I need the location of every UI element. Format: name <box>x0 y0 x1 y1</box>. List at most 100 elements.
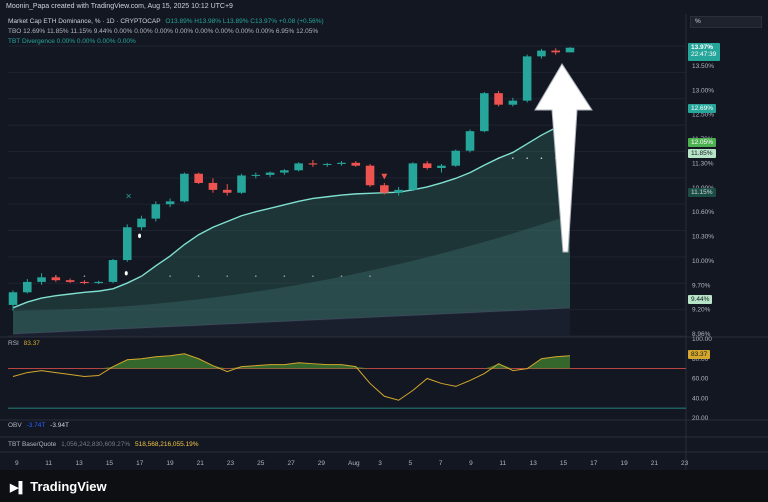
x-tick-label: 11 <box>45 460 52 467</box>
tbt-bq-legend: TBT Base/Quote 1,056,242,830,609.27% 518… <box>8 441 202 448</box>
candle-body <box>8 292 18 305</box>
candle-body <box>94 281 103 284</box>
level-dot <box>312 275 314 277</box>
level-dot <box>369 275 371 277</box>
y-tick-label: 11.30% <box>692 160 714 167</box>
y-tick-label: 9.70% <box>692 282 711 289</box>
legend-tbt: TBT Divergence 0.00% 0.00% 0.00% 0.00% <box>8 38 136 45</box>
x-tick-label: 15 <box>106 460 114 467</box>
candle-body <box>65 280 75 282</box>
x-tick-label: 13 <box>530 460 538 467</box>
rsi-legend: RSI 83.37 <box>8 340 43 347</box>
candle-body <box>451 150 461 166</box>
header-credit: Moonin_Papa created with TradingView.com… <box>6 3 233 10</box>
level-dot <box>226 275 229 277</box>
tbo-tag-4: 11.15% <box>688 188 716 197</box>
rsi-tick-label: 40.00 <box>692 395 709 402</box>
candle-body <box>465 131 475 151</box>
candle-body <box>322 163 332 165</box>
y-tick-label: 10.00% <box>692 258 714 265</box>
obv-legend: OBV -3.74T -3.94T <box>8 422 72 429</box>
rsi-overbought-fill <box>13 353 570 369</box>
rsi-tick-label: 80.00 <box>692 356 709 363</box>
level-dot <box>540 157 543 160</box>
x-tick-label: 23 <box>681 460 689 467</box>
y-tick-label: 9.20% <box>692 307 711 314</box>
x-tick-label: 7 <box>439 460 443 467</box>
last-price: 13.97% <box>691 44 714 51</box>
candle-body <box>308 163 318 165</box>
candle-body <box>437 165 446 168</box>
x-tick-label: 5 <box>409 460 413 467</box>
candle-body <box>280 170 289 173</box>
candle-body <box>522 56 532 101</box>
tbt-bq-value-1: 1,056,242,830,609.27% <box>61 441 131 448</box>
legend-symbol: Market Cap ETH Dominance, % · 1D · CRYPT… <box>8 18 161 25</box>
price-chart[interactable]: ×13.50%13.00%12.50%11.70%11.30%10.90%10.… <box>0 0 768 470</box>
candle-body <box>22 281 32 293</box>
candle-body <box>551 50 561 53</box>
rsi-tick-label: 60.00 <box>692 376 709 383</box>
level-dot <box>526 157 528 160</box>
candle-body <box>537 50 546 57</box>
tbo-band-fill-inner <box>13 215 570 335</box>
rsi-tag: 83.37 <box>688 350 711 359</box>
level-dot <box>83 275 86 277</box>
obv-value-1: -3.74T <box>26 422 46 429</box>
signal-cross-marker: × <box>125 191 132 200</box>
footer-bar: ▶▌ TradingView <box>0 470 768 502</box>
y-tick-label: 10.60% <box>692 209 714 216</box>
candle-body <box>351 162 361 166</box>
lower-band-fill <box>13 307 570 336</box>
annotation-arrow <box>534 63 593 253</box>
candle-body <box>508 100 518 105</box>
candle-body <box>165 201 175 205</box>
candle-body <box>265 172 275 175</box>
x-tick-label: Aug <box>348 460 360 467</box>
candle-body <box>122 227 132 261</box>
candle-body <box>565 47 575 53</box>
tradingview-logo[interactable]: ▶▌ TradingView <box>10 479 107 494</box>
candle-body <box>222 189 232 193</box>
tbo-tag-1: 12.69% <box>688 104 717 113</box>
level-dot <box>254 275 257 277</box>
tbo-tag-2: 12.05% <box>688 138 717 147</box>
y-tick-label: 12.50% <box>692 112 714 119</box>
x-tick-label: 9 <box>469 460 473 467</box>
candle-body <box>194 173 203 183</box>
tbt-bq-label: TBT Base/Quote <box>8 441 57 448</box>
x-tick-label: 25 <box>257 460 265 467</box>
candle-body <box>380 185 389 193</box>
percent-scale-box[interactable]: % <box>690 16 762 28</box>
signal-dot-marker <box>138 233 142 239</box>
x-tick-label: 21 <box>197 460 205 467</box>
candle-body <box>151 204 161 219</box>
last-price-tag: 13.97% 22:47:39 <box>688 43 720 61</box>
candle-body <box>180 173 189 202</box>
signal-dot-marker <box>124 271 128 276</box>
legend-tbo: TBO 12.69% 11.85% 11.15% 9.44% 0.00% 0.0… <box>8 28 319 35</box>
level-dot <box>283 275 286 277</box>
y-tick-label: 13.00% <box>692 87 714 94</box>
candle-body <box>422 163 432 168</box>
obv-label: OBV <box>8 422 22 429</box>
tbo-tag-5: 9.44% <box>688 295 713 304</box>
candle-body <box>294 163 303 171</box>
candle-body <box>37 277 46 282</box>
sell-triangle-marker <box>381 173 388 180</box>
candle-body <box>108 260 118 282</box>
rsi-value: 83.37 <box>23 340 40 347</box>
rsi-tick-label: 100.00 <box>692 336 712 343</box>
candle-body <box>208 182 218 190</box>
x-tick-label: 19 <box>166 460 174 467</box>
y-tick-label: 10.30% <box>692 234 714 241</box>
tbo-fast-line <box>12 120 571 309</box>
lower-band-line <box>12 307 571 335</box>
rsi-line <box>12 353 571 401</box>
tbo-tag-3: 11.85% <box>688 149 716 158</box>
level-dot <box>169 275 171 277</box>
level-dot <box>340 275 343 277</box>
x-tick-label: 23 <box>227 460 235 467</box>
candle-body <box>251 174 261 176</box>
rsi-label: RSI <box>8 340 19 347</box>
